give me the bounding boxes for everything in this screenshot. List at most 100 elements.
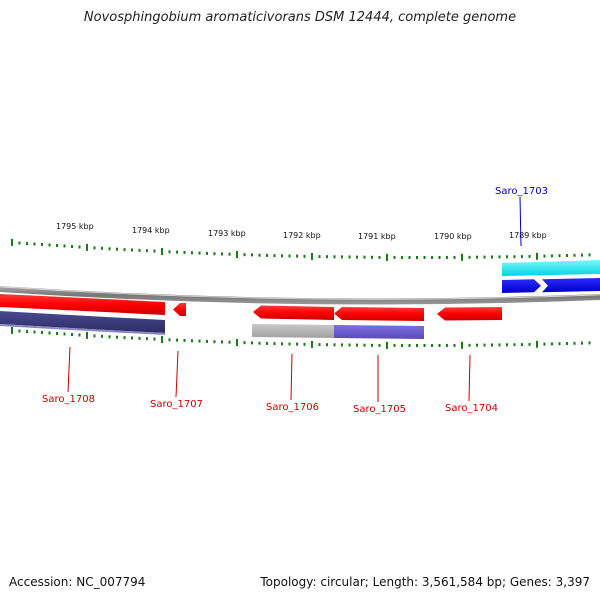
minor-tick — [588, 341, 591, 345]
minor-tick — [71, 333, 73, 336]
ruler-label: 1792 kbp — [283, 231, 321, 240]
major-tick — [11, 238, 13, 246]
minor-tick — [123, 336, 126, 340]
minor-tick — [468, 255, 471, 259]
ruler-label: 1789 kbp — [509, 231, 547, 240]
minor-tick — [116, 335, 118, 339]
ruler-label: 1795 kbp — [56, 222, 94, 231]
minor-tick — [431, 344, 433, 347]
minor-tick — [356, 343, 358, 347]
major-tick — [11, 326, 13, 334]
minor-tick — [318, 255, 321, 259]
minor-tick — [341, 255, 343, 259]
minor-tick — [326, 255, 328, 259]
major-tick — [161, 336, 163, 343]
minor-tick — [566, 254, 568, 257]
minor-tick — [258, 253, 261, 257]
minor-tick — [303, 342, 306, 346]
gene-saro-1705-arrow[interactable] — [334, 307, 424, 321]
gene-saro-1707-arrow[interactable] — [173, 303, 186, 316]
minor-tick — [131, 248, 133, 252]
major-tick — [161, 248, 163, 255]
minor-tick — [401, 344, 403, 347]
minor-tick — [453, 343, 456, 347]
minor-tick — [78, 245, 81, 249]
minor-tick — [206, 251, 208, 255]
minor-tick — [93, 334, 96, 338]
minor-tick — [446, 343, 448, 347]
gene-label[interactable]: Saro_1706 — [266, 402, 319, 413]
feature-purple-left[interactable] — [0, 311, 165, 333]
minor-tick — [506, 343, 508, 347]
gene-saro-1703-arrow[interactable] — [502, 279, 541, 293]
minor-tick — [26, 242, 28, 245]
minor-tick — [423, 256, 426, 259]
gene-arrow-blue[interactable] — [542, 278, 600, 293]
minor-tick — [243, 341, 246, 345]
gene-saro-1706-arrow[interactable] — [253, 305, 334, 321]
feature-gray[interactable] — [252, 324, 334, 338]
minor-tick — [26, 330, 28, 333]
minor-tick — [573, 253, 576, 257]
minor-tick — [131, 336, 133, 340]
gene-saro-1704-arrow[interactable] — [437, 307, 502, 321]
minor-tick — [401, 256, 403, 259]
minor-tick — [551, 254, 553, 258]
minor-tick — [551, 342, 553, 346]
minor-tick — [138, 248, 141, 252]
gene-saro-1708-arrow[interactable] — [0, 294, 165, 315]
gene-labels: Saro_1708 Saro_1707 Saro_1706 Saro_1705 … — [42, 186, 548, 415]
minor-tick — [296, 254, 298, 258]
minor-tick — [438, 344, 441, 347]
minor-tick — [483, 343, 486, 347]
minor-tick — [228, 252, 231, 256]
minor-tick — [191, 339, 193, 343]
accession-text: Accession: NC_007794 — [9, 575, 146, 589]
feature-cyan[interactable] — [502, 260, 600, 276]
ruler-label: 1794 kbp — [132, 226, 170, 235]
minor-tick — [356, 255, 358, 259]
minor-tick — [543, 254, 546, 258]
minor-tick — [326, 343, 328, 347]
inner-tick-marks — [11, 326, 591, 349]
major-tick — [311, 340, 313, 348]
major-tick — [86, 331, 88, 339]
minor-tick — [198, 251, 201, 255]
minor-tick — [153, 249, 156, 253]
minor-tick — [416, 344, 418, 347]
minor-tick — [453, 255, 456, 259]
minor-tick — [513, 343, 516, 347]
minor-tick — [348, 343, 351, 347]
minor-tick — [213, 340, 216, 344]
minor-tick — [168, 250, 171, 254]
minor-tick — [363, 255, 366, 259]
feature-purple-right[interactable] — [334, 325, 424, 339]
minor-tick — [333, 343, 336, 347]
minor-tick — [63, 332, 66, 336]
gene-label[interactable]: Saro_1708 — [42, 394, 95, 405]
minor-tick — [558, 342, 561, 346]
minor-tick — [56, 332, 58, 335]
minor-tick — [41, 331, 43, 334]
major-tick — [536, 252, 538, 260]
minor-tick — [153, 337, 156, 341]
minor-tick — [408, 344, 411, 347]
minor-tick — [48, 331, 51, 335]
genome-backbone — [0, 286, 600, 305]
gene-label[interactable]: Saro_1705 — [353, 404, 406, 415]
minor-tick — [581, 341, 583, 345]
minor-tick — [288, 342, 291, 346]
gene-label[interactable]: Saro_1707 — [150, 399, 203, 410]
gene-label[interactable]: Saro_1703 — [495, 186, 548, 197]
minor-tick — [423, 344, 426, 347]
minor-tick — [288, 254, 291, 258]
minor-tick — [191, 251, 193, 255]
gene-label[interactable]: Saro_1704 — [445, 403, 498, 414]
minor-tick — [168, 338, 171, 342]
minor-tick — [528, 254, 531, 258]
minor-tick — [483, 255, 486, 259]
minor-tick — [581, 253, 583, 257]
minor-tick — [273, 342, 276, 346]
gene-label-lines — [67, 196, 522, 402]
